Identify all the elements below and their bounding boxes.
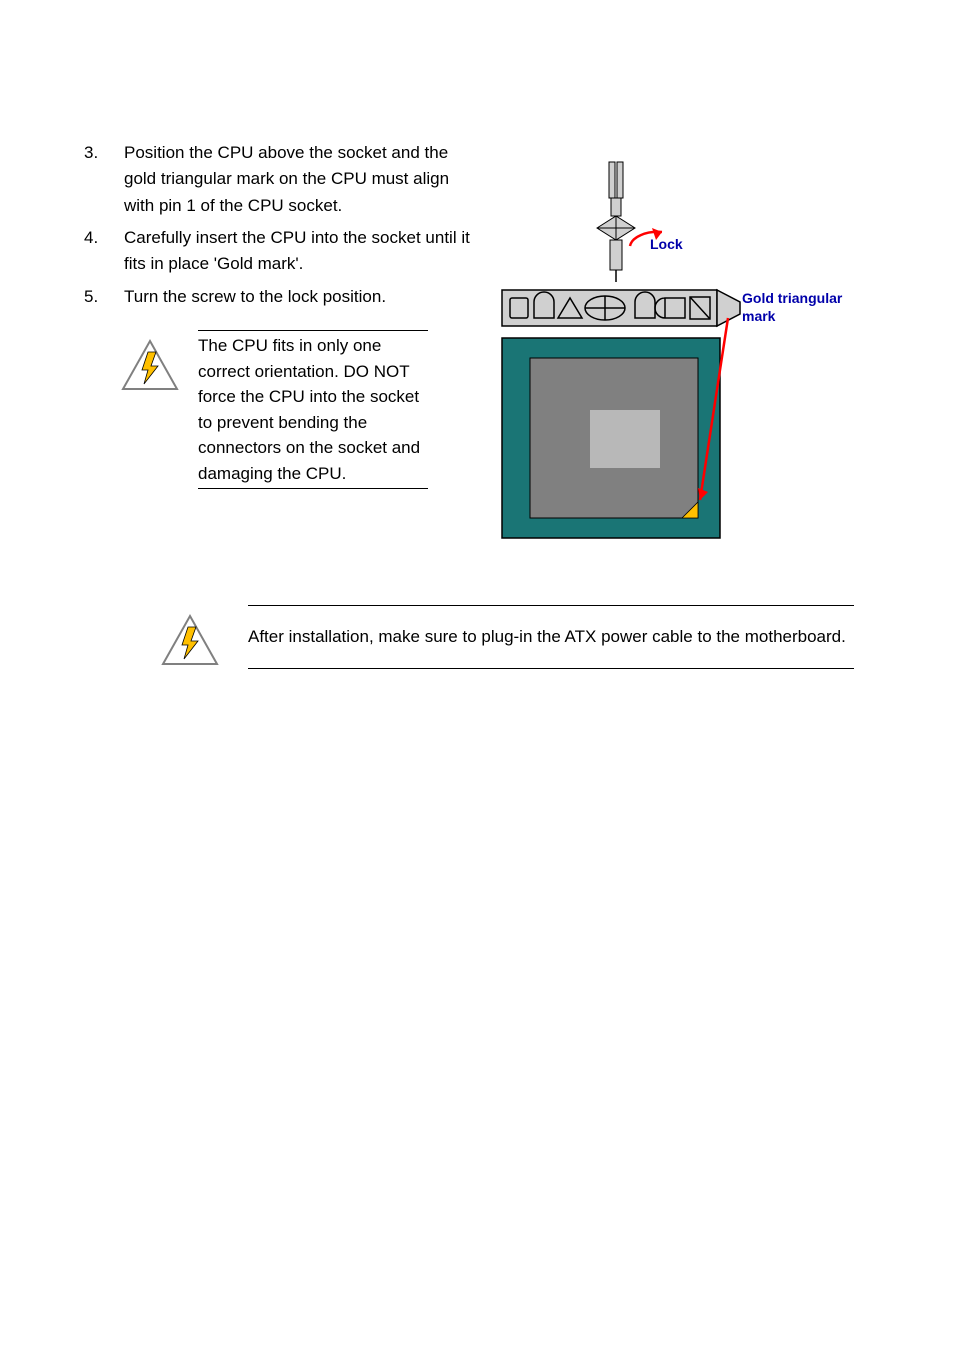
step-item: 3. Position the CPU above the socket and… bbox=[80, 140, 470, 219]
cpu-socket-diagram: Lock Gold triangular mark bbox=[490, 150, 860, 545]
lock-label: Lock bbox=[650, 236, 683, 252]
caution-text: The CPU fits in only one correct orienta… bbox=[198, 330, 428, 489]
gold-triangular-mark-label: Gold triangular mark bbox=[742, 290, 852, 325]
step-item: 4. Carefully insert the CPU into the soc… bbox=[80, 225, 470, 278]
caution-block-1: The CPU fits in only one correct orienta… bbox=[120, 330, 470, 489]
caution-text: After installation, make sure to plug-in… bbox=[248, 605, 854, 669]
diagram-column: Lock Gold triangular mark bbox=[490, 140, 870, 545]
step-number: 3. bbox=[80, 140, 124, 219]
step-number: 4. bbox=[80, 225, 124, 278]
step-number: 5. bbox=[80, 284, 124, 310]
screw-tool-icon bbox=[597, 162, 635, 282]
caution-block-2: After installation, make sure to plug-in… bbox=[80, 605, 874, 672]
instructions-column: 3. Position the CPU above the socket and… bbox=[80, 140, 470, 545]
lightning-warning-icon bbox=[160, 605, 220, 672]
main-content: 3. Position the CPU above the socket and… bbox=[80, 140, 874, 545]
cpu-chip-icon bbox=[530, 358, 698, 518]
step-text: Position the CPU above the socket and th… bbox=[124, 140, 470, 219]
step-text: Carefully insert the CPU into the socket… bbox=[124, 225, 470, 278]
lightning-warning-icon bbox=[120, 330, 180, 397]
step-text: Turn the screw to the lock position. bbox=[124, 284, 470, 310]
step-item: 5. Turn the screw to the lock position. bbox=[80, 284, 470, 310]
mounting-bracket-icon bbox=[502, 290, 740, 326]
